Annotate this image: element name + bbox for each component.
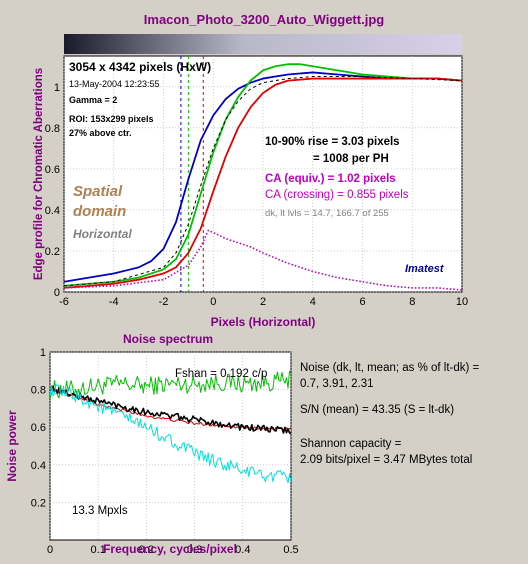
roi-position: 27% above ctr. [69, 128, 132, 138]
series-cyan [50, 384, 291, 484]
shannon-capacity-value: 2.09 bits/pixel = 3.47 MBytes total [300, 454, 472, 466]
y-tick-label: 0.8 [31, 385, 46, 397]
megapixels: 13.3 Mpxls [72, 505, 128, 517]
x-tick-label: 0.4 [235, 544, 250, 556]
x-tick-label: 10 [456, 296, 468, 308]
figure-title: Imacon_Photo_3200_Auto_Wiggett.jpg [144, 12, 384, 27]
noise-plot-ylabel: Noise power [5, 410, 19, 482]
x-tick-label: 2 [260, 296, 266, 308]
series-magenta [64, 229, 462, 291]
x-tick-label: 0 [210, 296, 216, 308]
y-tick-label: 0.2 [31, 497, 46, 509]
x-tick-label: 0.5 [283, 544, 298, 556]
shannon-frequency: Fshan = 0.192 c/p [175, 368, 267, 380]
x-tick-label: -2 [159, 296, 169, 308]
signal-to-noise: S/N (mean) = 43.35 (S = lt-dk) [300, 404, 454, 416]
noise-plot-title: Noise spectrum [123, 332, 213, 346]
edge-plot-ticks: -6 -4 -2 0 2 4 6 8 10 0 0.2 0.4 0.6 0.8 1 [45, 82, 468, 308]
edge-plot-grid [63, 56, 463, 293]
x-tick-label: 0.1 [91, 544, 106, 556]
noise-plot-ticks: 0 0.1 0.2 0.3 0.4 0.5 0.2 0.4 0.6 0.8 1 [31, 347, 299, 556]
ca-crossing: CA (crossing) = 0.855 pixels [265, 189, 409, 201]
gradient-bar [64, 34, 462, 54]
x-tick-label: -4 [109, 296, 119, 308]
orientation-label: Horizontal [73, 227, 132, 241]
x-tick-label: 0.3 [187, 544, 202, 556]
series-green [50, 370, 291, 399]
rise-distance: 10-90% rise = 3.03 pixels [265, 136, 400, 148]
noise-stats-values: 0.7, 3.91, 2.31 [300, 378, 374, 390]
series-black [50, 385, 291, 435]
y-tick-label: 0.6 [31, 422, 46, 434]
edge-plot-ylabel: Edge profile for Chromatic Aberrations [33, 68, 45, 280]
series-green [64, 63, 462, 287]
x-tick-label: 8 [409, 296, 415, 308]
y-tick-label: 0 [54, 287, 60, 299]
series-red [64, 77, 462, 289]
rise-per-ph: = 1008 per PH [313, 153, 389, 165]
imatest-logo-text: Imatest [405, 263, 445, 275]
noise-plot-xlabel: Frequency, cycles/pixel [103, 542, 237, 556]
spatial-label: Spatial [73, 183, 123, 200]
y-tick-label: 0.6 [45, 164, 60, 176]
edge-plot-series [64, 63, 462, 291]
x-tick-label: 0.2 [139, 544, 154, 556]
y-tick-label: 0.8 [45, 123, 60, 135]
series-black [64, 76, 462, 287]
gamma-value: Gamma = 2 [69, 95, 117, 105]
x-tick-label: 0 [47, 544, 53, 556]
x-tick-label: 4 [310, 296, 316, 308]
shannon-capacity-heading: Shannon capacity = [300, 438, 402, 450]
x-tick-label: 6 [359, 296, 365, 308]
noise-plot-grid [49, 351, 292, 540]
edge-plot-xlabel: Pixels (Horizontal) [211, 315, 316, 329]
capture-date: 13-May-2004 12:23:55 [69, 79, 160, 89]
noise-stats-heading: Noise (dk, lt, mean; as % of lt-dk) = [300, 362, 480, 374]
image-dimensions: 3054 x 4342 pixels (HxW) [69, 60, 211, 74]
ca-equiv: CA (equiv.) = 1.02 pixels [265, 173, 396, 185]
y-tick-label: 0.4 [45, 205, 60, 217]
roi-size: ROI: 153x299 pixels [69, 114, 154, 124]
y-tick-label: 1 [54, 82, 60, 94]
noise-plot-series [50, 370, 291, 484]
x-tick-label: -6 [59, 296, 69, 308]
y-tick-label: 0.2 [45, 246, 60, 258]
series-blue [64, 71, 462, 283]
dark-light-levels: dk, lt lvls = 14.7, 166.7 of 255 [265, 208, 389, 219]
y-tick-label: 1 [40, 347, 46, 359]
domain-label: domain [73, 203, 126, 220]
y-tick-label: 0.4 [31, 460, 46, 472]
